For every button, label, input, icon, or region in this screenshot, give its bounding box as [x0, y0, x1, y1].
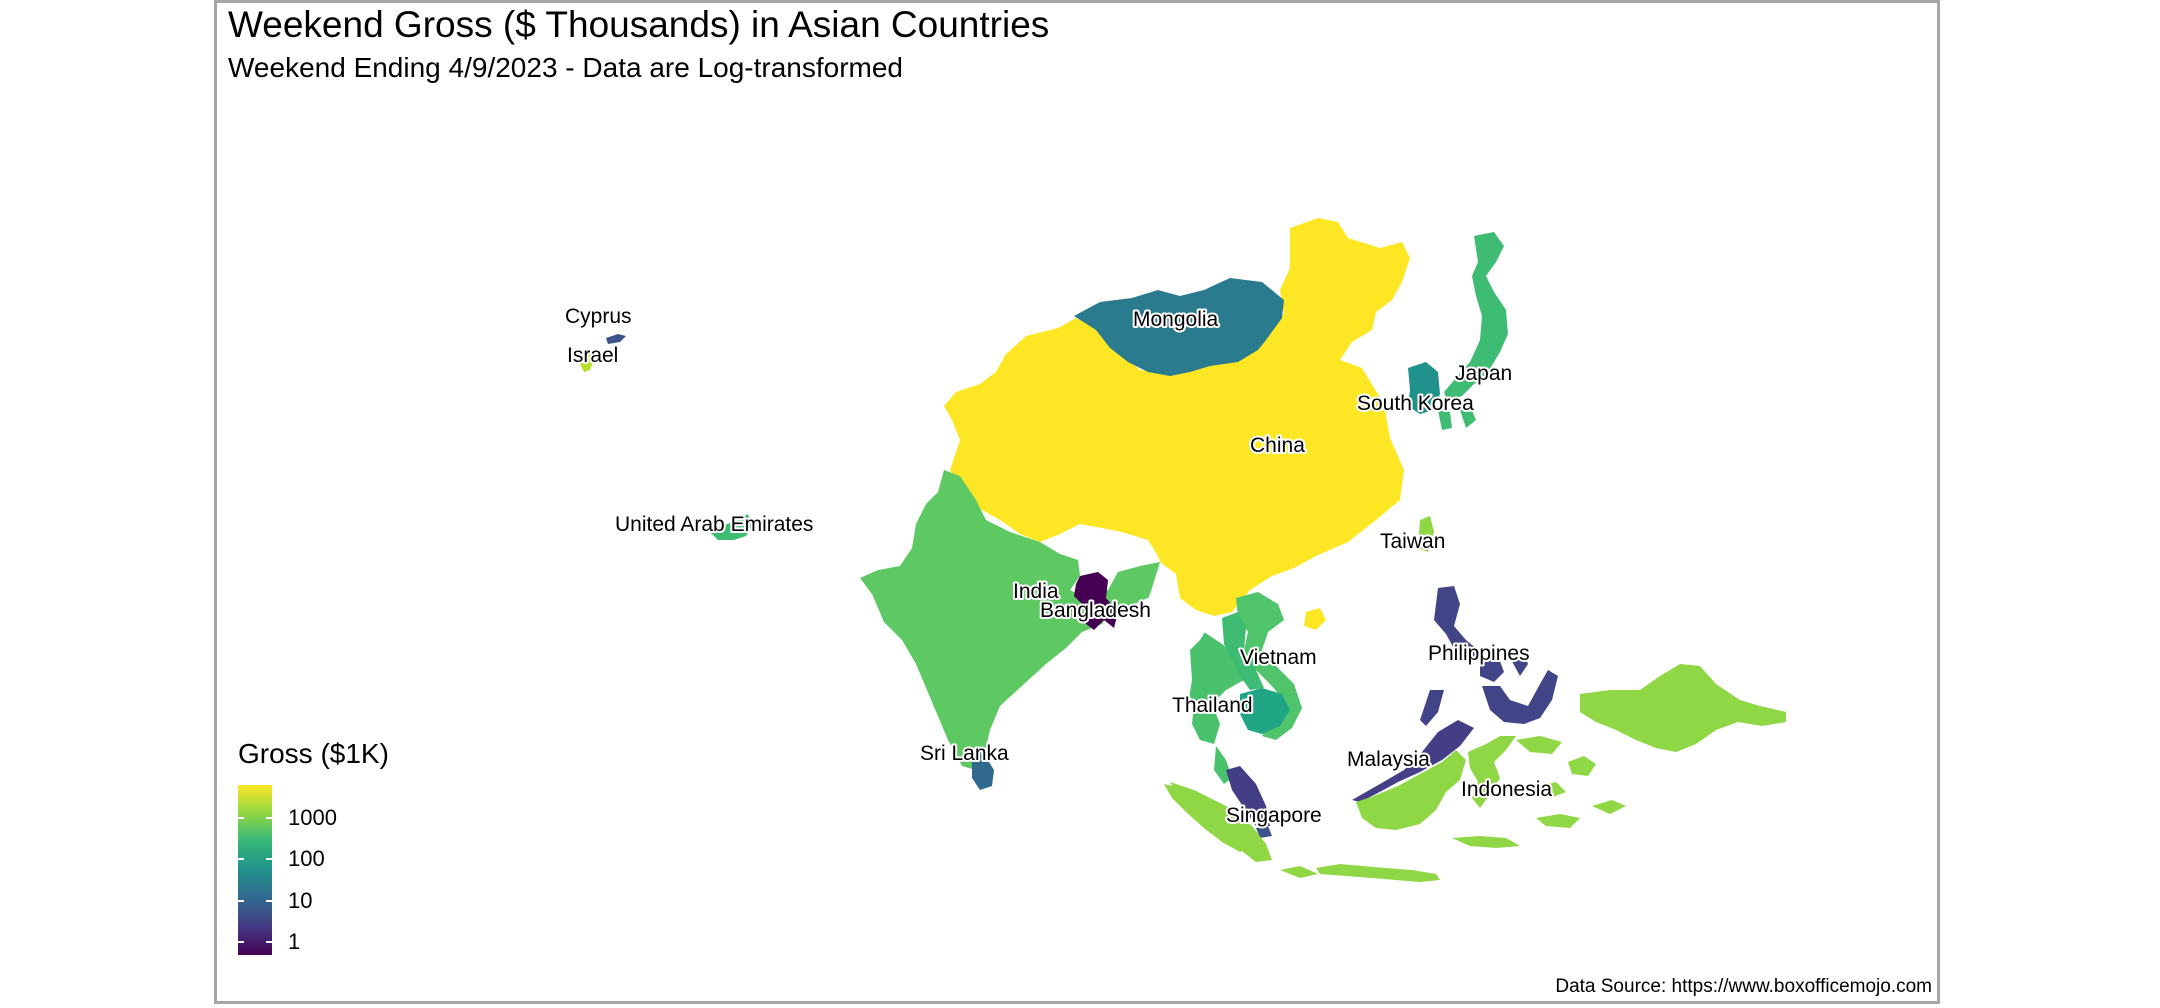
label-vietnam: Vietnam: [1240, 646, 1317, 669]
label-sri-lanka: Sri Lanka: [920, 742, 1009, 765]
country-laos[interactable]: [1222, 612, 1264, 690]
label-philippines: Philippines: [1428, 642, 1530, 665]
label-taiwan: Taiwan: [1380, 530, 1445, 553]
country-bangladesh[interactable]: [1074, 572, 1118, 630]
label-malaysia: Malaysia: [1347, 748, 1430, 771]
data-source-caption: Data Source: https://www.boxofficemojo.c…: [1555, 976, 1932, 997]
legend-colorbar: [238, 785, 272, 955]
country-myanmar[interactable]: [1146, 562, 1210, 704]
map-subtitle: Weekend Ending 4/9/2023 - Data are Log-t…: [228, 52, 904, 83]
country-cyprus[interactable]: [606, 334, 626, 344]
legend-label-1000: 1000: [288, 805, 337, 830]
label-india: India: [1013, 580, 1059, 603]
country-china[interactable]: [944, 218, 1410, 616]
label-south-korea: South Korea: [1357, 392, 1474, 415]
country-south-korea[interactable]: [1408, 362, 1440, 414]
country-cambodia[interactable]: [1240, 688, 1290, 734]
country-malaysia-borneo[interactable]: [1352, 720, 1474, 802]
label-china: China: [1250, 434, 1305, 457]
label-cyprus: Cyprus: [565, 305, 632, 328]
label-singapore: Singapore: [1226, 804, 1322, 827]
country-uae[interactable]: [708, 514, 752, 540]
legend-label-100: 100: [288, 846, 325, 871]
country-singapore[interactable]: [1256, 826, 1272, 838]
label-mongolia: Mongolia: [1133, 308, 1219, 331]
country-taiwan[interactable]: [1418, 516, 1434, 552]
country-indonesia[interactable]: [1164, 664, 1786, 882]
label-thailand: Thailand: [1172, 694, 1253, 717]
country-israel[interactable]: [580, 350, 594, 372]
country-india[interactable]: [860, 470, 1166, 770]
label-indonesia: Indonesia: [1461, 778, 1552, 801]
label-japan: Japan: [1455, 362, 1512, 385]
label-uae: United Arab Emirates: [615, 513, 813, 536]
legend-label-10: 10: [288, 888, 313, 913]
country-mongolia[interactable]: [1074, 278, 1284, 376]
country-china-hainan[interactable]: [1304, 608, 1326, 630]
label-israel: Israel: [567, 344, 618, 367]
label-bangladesh: Bangladesh: [1040, 599, 1151, 622]
country-malaysia-peninsula[interactable]: [1226, 766, 1270, 826]
country-philippines[interactable]: [1420, 586, 1558, 726]
legend-label-1: 1: [288, 929, 301, 954]
country-sri-lanka[interactable]: [972, 752, 994, 790]
country-thailand[interactable]: [1182, 632, 1244, 784]
map-title: Weekend Gross ($ Thousands) in Asian Cou…: [228, 4, 1050, 45]
country-japan[interactable]: [1438, 232, 1508, 430]
legend-title: Gross ($1K): [238, 738, 389, 769]
